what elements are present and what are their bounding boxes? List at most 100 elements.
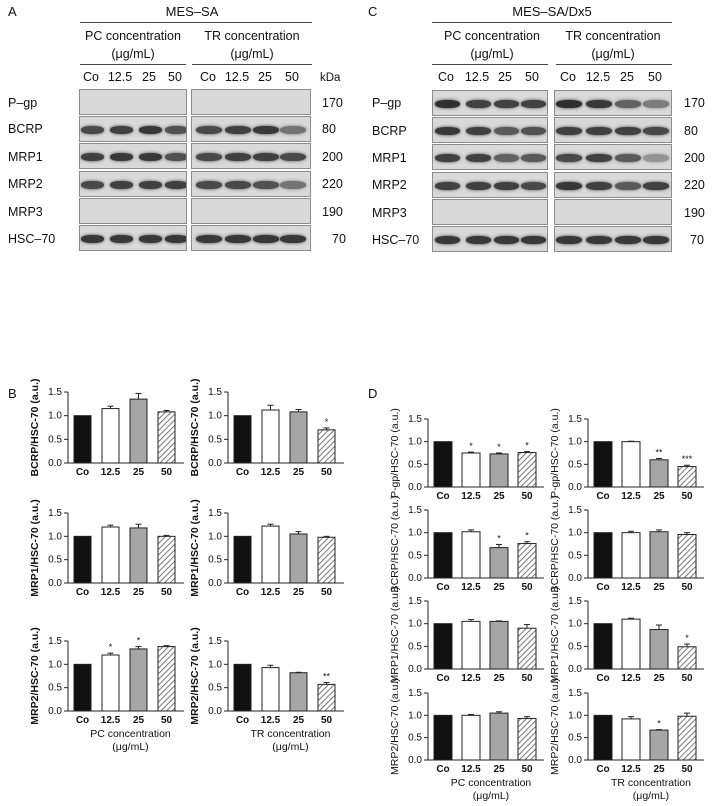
chart-bar <box>677 646 697 670</box>
chart-x-tick-label: 12.5 <box>461 582 481 593</box>
blot-c-row-label: HSC–70 <box>372 233 420 247</box>
chart-y-tick-label: 0.0 <box>408 573 422 584</box>
chart-bar <box>73 663 92 712</box>
chart-bar <box>433 441 453 488</box>
chart-bar <box>517 717 537 761</box>
chart-y-tick-label: 1.0 <box>408 437 422 448</box>
blot-band <box>109 235 133 243</box>
chart-y-tick-label: 1.0 <box>48 411 62 422</box>
chart-x-tick-label: Co <box>436 491 449 502</box>
chart-x-tick-label: 50 <box>161 587 173 598</box>
chart-bar <box>129 527 148 584</box>
blot-band <box>465 127 491 135</box>
chart-bar <box>433 532 453 579</box>
chart-bar <box>233 663 252 712</box>
blot-a-strip-tr <box>191 116 311 142</box>
chart-bar <box>261 667 280 712</box>
chart-x-axis-label: TR concentration <box>251 728 331 740</box>
chart-y-tick-label: 1.5 <box>208 387 222 398</box>
blot-c-strip-pc <box>432 90 548 116</box>
blot-band <box>164 126 186 134</box>
blot-band <box>643 182 669 190</box>
chart-y-tick-label: 1.5 <box>408 414 422 425</box>
chart-bar <box>621 441 641 488</box>
chart-x-tick-label: 25 <box>293 587 305 598</box>
blot-band <box>493 100 519 108</box>
chart-bar <box>289 411 308 464</box>
chart-bar <box>157 411 176 464</box>
blot-band <box>493 236 519 244</box>
chart-x-tick-label: 50 <box>321 587 333 598</box>
blot-band <box>225 181 251 189</box>
chart-x-tick-label: Co <box>236 715 249 726</box>
blot-a-lane-label: 50 <box>168 70 182 84</box>
chart-significance-label: * <box>657 719 661 729</box>
chart-y-axis-label: BCRP/HSC-70 (a.u.) <box>189 378 201 476</box>
chart-bar <box>489 620 509 670</box>
blot-a-tr-underline <box>192 64 312 65</box>
blot-a-mw-label: 220 <box>322 177 343 191</box>
chart-significance-label: * <box>685 633 689 643</box>
blot-c-strip-pc <box>432 144 548 170</box>
chart-x-tick-label: 50 <box>161 467 173 478</box>
chart-y-axis-label: MRP2/HSC-70 (a.u.) <box>549 678 561 775</box>
chart-x-tick-label: Co <box>596 491 609 502</box>
blot-a-lane-label: 25 <box>258 70 272 84</box>
blot-a-lane-label: 50 <box>285 70 299 84</box>
chart-y-axis-label: P-gp/HSC-70 (a.u.) <box>549 408 561 498</box>
blot-a-strip-pc <box>79 198 187 224</box>
blot-a-row-label: BCRP <box>8 122 43 136</box>
blot-a-strip-pc <box>79 225 187 251</box>
chart-x-tick-label: 25 <box>653 764 665 775</box>
chart-x-tick-label: 12.5 <box>101 715 121 726</box>
blot-c-lane-label: 12.5 <box>585 70 611 84</box>
chart-x-tick-label: 12.5 <box>461 673 481 684</box>
blot-c-row-label: MRP2 <box>372 178 407 192</box>
chart-bar <box>129 648 148 712</box>
blot-band <box>164 181 186 189</box>
blot-c-lane-label: Co <box>560 70 576 84</box>
blot-a-mw-label: 70 <box>332 232 346 246</box>
chart-y-tick-label: 0.0 <box>48 458 62 469</box>
chart-bar <box>317 683 336 712</box>
blot-band <box>196 181 222 189</box>
blot-band <box>138 153 162 161</box>
blot-a-tr-title-line2: (μg/mL) <box>230 47 274 61</box>
chart-bar <box>677 715 697 761</box>
blot-band <box>465 154 491 162</box>
chart-bar <box>489 712 509 761</box>
blot-band <box>138 126 162 134</box>
blot-band <box>253 153 279 161</box>
chart-x-tick-label: 25 <box>133 587 145 598</box>
chart-y-tick-label: 0.5 <box>48 683 62 694</box>
chart-x-tick-label: 50 <box>521 673 533 684</box>
blot-c-strip-pc <box>432 172 548 198</box>
chart-x-tick-label: 50 <box>521 491 533 502</box>
chart-x-tick-label: 50 <box>521 582 533 593</box>
blot-a-lane-label: Co <box>200 70 216 84</box>
blot-c-strip-pc <box>432 199 548 225</box>
blot-band <box>253 235 279 243</box>
chart-y-tick-label: 0.5 <box>48 434 62 445</box>
blot-band <box>253 181 279 189</box>
chart-x-tick-label: 25 <box>293 467 305 478</box>
chart-y-tick-label: 1.5 <box>568 596 582 607</box>
chart-y-tick-label: 0.0 <box>568 664 582 675</box>
chart-bar <box>289 672 308 712</box>
chart-bar <box>517 543 537 579</box>
blot-band <box>80 126 104 134</box>
blot-band <box>556 154 582 162</box>
blot-band <box>164 235 186 243</box>
blot-a-pc-title: PC concentration (μg/mL) <box>85 27 181 63</box>
blot-band <box>196 235 222 243</box>
chart-bar <box>621 718 641 761</box>
blot-a-strip-tr <box>191 89 311 115</box>
chart-y-axis-label: P-gp/HSC-70 (a.u.) <box>389 408 401 498</box>
chart-bar <box>157 535 176 584</box>
chart-y-tick-label: 1.5 <box>568 505 582 516</box>
blot-c-strip-pc <box>432 226 548 252</box>
chart-y-tick-label: 1.0 <box>48 659 62 670</box>
chart-x-tick-label: Co <box>236 467 249 478</box>
chart-y-tick-label: 1.0 <box>568 710 582 721</box>
chart-bar <box>261 409 280 464</box>
